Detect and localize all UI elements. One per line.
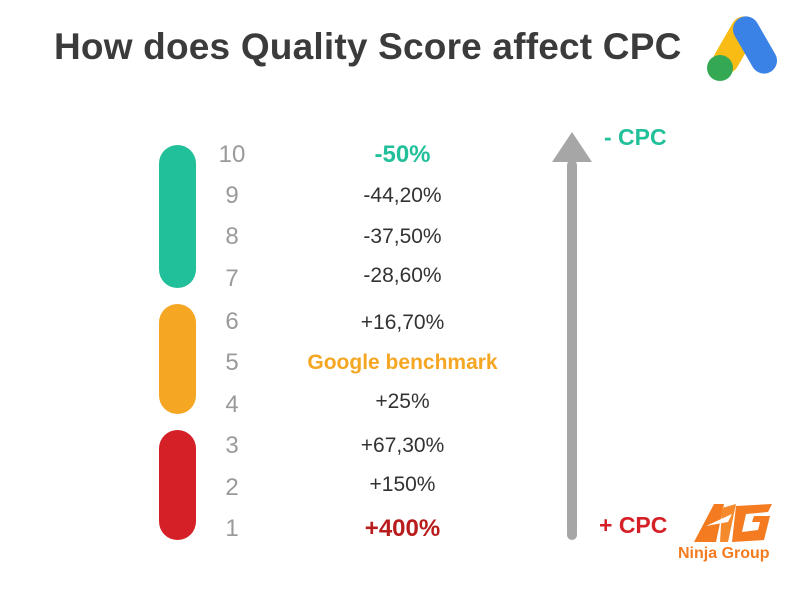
score-2: 2 — [225, 474, 239, 501]
google-ads-icon — [707, 16, 777, 81]
high-score-bar — [159, 145, 196, 288]
cpc-change-2: +150% — [369, 473, 436, 496]
google-benchmark-label: Google benchmark — [307, 351, 498, 374]
score-1: 1 — [225, 515, 239, 542]
score-6: 6 — [225, 308, 239, 335]
cpc-change-10: -50% — [374, 141, 431, 168]
score-10: 10 — [218, 141, 246, 168]
score-4: 4 — [225, 391, 239, 418]
cpc-change-3: +67,30% — [360, 434, 445, 457]
cpc-direction-arrow-icon — [552, 132, 592, 540]
cpc-change-9: -44,20% — [363, 184, 442, 207]
score-9: 9 — [225, 182, 239, 209]
medium-score-bar — [159, 304, 196, 414]
score-8: 8 — [225, 223, 239, 250]
ninja-group-brand-name: Ninja Group — [678, 545, 770, 562]
cpc-change-6: +16,70% — [360, 311, 445, 334]
higher-cpc-label: + CPC — [599, 512, 668, 538]
score-5: 5 — [225, 349, 239, 376]
score-3: 3 — [225, 432, 239, 459]
cpc-change-1: +400% — [364, 515, 441, 542]
low-score-bar — [159, 430, 196, 540]
cpc-change-7: -28,60% — [363, 264, 442, 287]
score-7: 7 — [225, 265, 239, 292]
page-title: How does Quality Score affect CPC — [54, 26, 682, 67]
cpc-change-4: +25% — [375, 390, 430, 413]
cpc-change-8: -37,50% — [363, 225, 442, 248]
lower-cpc-label: - CPC — [604, 124, 667, 150]
ninja-group-logo-icon — [694, 504, 772, 542]
